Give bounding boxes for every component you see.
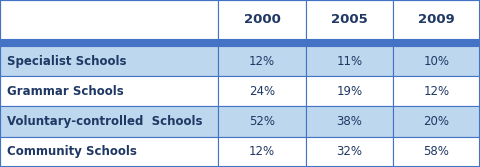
Text: 2009: 2009 [418, 13, 455, 26]
Text: Grammar Schools: Grammar Schools [7, 85, 124, 98]
Bar [0, 76, 218, 107]
Bar [218, 107, 306, 137]
Bar [218, 0, 306, 39]
Bar [306, 107, 393, 137]
Bar [306, 0, 393, 39]
Text: Specialist Schools: Specialist Schools [7, 55, 127, 68]
Bar [218, 137, 306, 167]
Bar [393, 0, 480, 39]
Text: 11%: 11% [336, 55, 362, 68]
Bar [306, 46, 393, 76]
Text: 12%: 12% [249, 145, 275, 158]
Bar [393, 107, 480, 137]
Bar [306, 76, 393, 107]
Bar [306, 137, 393, 167]
Bar [0, 137, 218, 167]
Text: Community Schools: Community Schools [7, 145, 137, 158]
Bar [0, 39, 480, 46]
Bar [393, 137, 480, 167]
Text: 52%: 52% [249, 115, 275, 128]
Bar [0, 0, 218, 39]
Bar [393, 76, 480, 107]
Text: 10%: 10% [423, 55, 450, 68]
Text: 58%: 58% [424, 145, 449, 158]
Text: Voluntary-controlled  Schools: Voluntary-controlled Schools [7, 115, 203, 128]
Bar [218, 46, 306, 76]
Text: 12%: 12% [423, 85, 450, 98]
Text: 19%: 19% [336, 85, 362, 98]
Text: 20%: 20% [423, 115, 450, 128]
Text: 2000: 2000 [244, 13, 280, 26]
Bar [218, 76, 306, 107]
Text: 24%: 24% [249, 85, 275, 98]
Bar [0, 107, 218, 137]
Text: 2005: 2005 [331, 13, 368, 26]
Bar [0, 46, 218, 76]
Text: 12%: 12% [249, 55, 275, 68]
Text: 32%: 32% [336, 145, 362, 158]
Bar [393, 46, 480, 76]
Text: 38%: 38% [336, 115, 362, 128]
